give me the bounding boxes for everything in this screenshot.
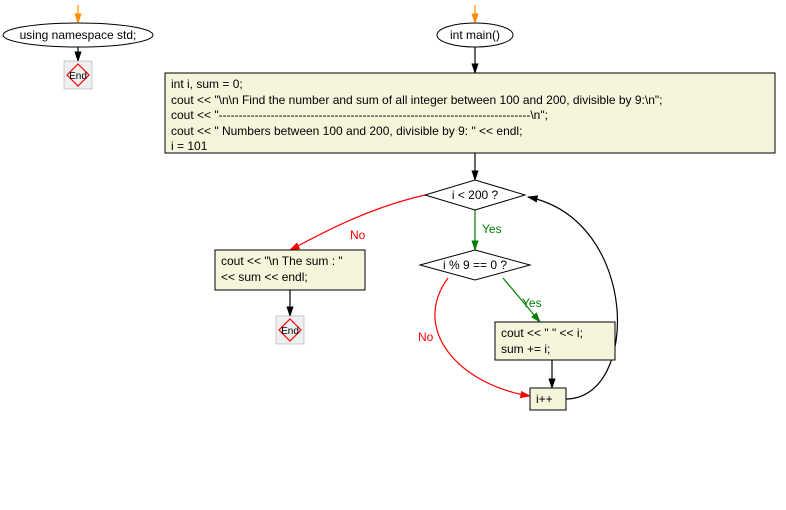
svg-text:using namespace std;: using namespace std; bbox=[20, 28, 137, 42]
svg-text:i % 9 == 0 ?: i % 9 == 0 ? bbox=[443, 258, 507, 272]
svg-text:i < 200 ?: i < 200 ? bbox=[452, 188, 499, 202]
edge-label: No bbox=[418, 330, 433, 344]
svg-text:End: End bbox=[281, 326, 299, 337]
svg-text:int main(): int main() bbox=[450, 28, 500, 42]
code-block-codeblock: int i, sum = 0;cout << "\n\n Find the nu… bbox=[171, 77, 771, 155]
edge-label: No bbox=[350, 228, 365, 242]
code-block-sumout: cout << "\n The sum : " << sum << endl; bbox=[221, 254, 361, 285]
edge-label: Yes bbox=[482, 222, 502, 236]
svg-text:End: End bbox=[69, 71, 87, 82]
code-block-inc: i++ bbox=[536, 392, 562, 408]
code-block-printinc: cout << " " << i;sum += i; bbox=[501, 326, 611, 357]
edge-label: Yes bbox=[522, 296, 542, 310]
